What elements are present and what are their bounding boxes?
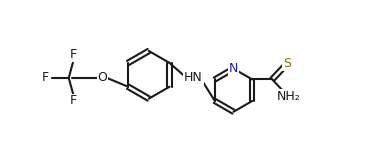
Text: F: F	[70, 95, 77, 107]
Text: F: F	[42, 71, 49, 84]
Text: F: F	[70, 48, 77, 61]
Text: NH₂: NH₂	[276, 90, 300, 103]
Text: O: O	[98, 71, 108, 84]
Text: N: N	[229, 62, 238, 75]
Text: S: S	[283, 57, 291, 70]
Text: HN: HN	[184, 71, 203, 84]
